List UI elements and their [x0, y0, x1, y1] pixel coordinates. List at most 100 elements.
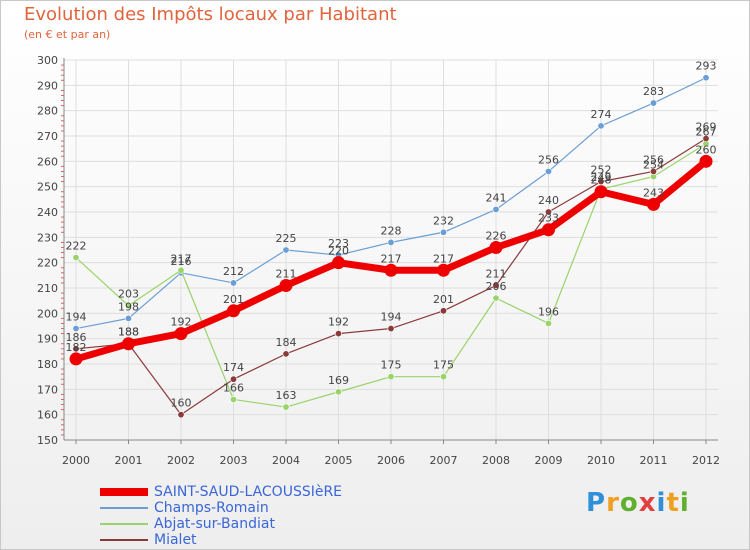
- data-label: 192: [328, 316, 349, 329]
- y-axis-ticks: 150 160 170 180 190 200 210 220 230 240 250 260 270 2…: [37, 54, 58, 447]
- data-label: 225: [276, 232, 297, 245]
- x-axis-ticks: 2000 2001 2002 2003 2004 2005 2006 2007 2008 2009…: [62, 454, 720, 467]
- data-label: 248: [591, 174, 612, 187]
- data-label: 241: [486, 191, 507, 204]
- y-tick-label: 300: [37, 54, 58, 67]
- data-point: [125, 302, 133, 310]
- data-label: 194: [66, 311, 87, 324]
- y-tick-label: 200: [37, 307, 58, 320]
- data-point: [492, 281, 500, 289]
- x-tick-label: 2007: [430, 454, 458, 467]
- data-point: [334, 388, 342, 396]
- data-label: 274: [591, 108, 612, 121]
- data-label: 184: [276, 336, 297, 349]
- data-label: 226: [486, 229, 507, 242]
- data-labels: 194 198 216 212 225 223 228 232 241 256 274 283 293 2…: [66, 60, 717, 410]
- data-label: 211: [486, 267, 507, 280]
- data-label: 249: [591, 171, 612, 184]
- data-label: 211: [276, 267, 297, 280]
- x-tick-label: 2000: [62, 454, 90, 467]
- axes: [61, 58, 718, 444]
- data-label: 194: [381, 311, 402, 324]
- series-lines: [69, 74, 713, 419]
- data-label: 186: [66, 331, 87, 344]
- data-point: [72, 345, 80, 353]
- logo-letter: o: [619, 488, 639, 518]
- data-point: [230, 375, 238, 383]
- data-point: [492, 205, 500, 213]
- y-tick-label: 190: [37, 333, 58, 346]
- data-point: [387, 373, 395, 381]
- data-point: [282, 350, 290, 358]
- logo-letter: x: [638, 488, 657, 518]
- data-point: [384, 263, 398, 277]
- data-label: 212: [223, 265, 244, 278]
- data-point: [439, 228, 447, 236]
- data-point: [230, 279, 238, 287]
- data-label: 188: [118, 326, 139, 339]
- data-point: [597, 178, 605, 186]
- y-tick-label: 210: [37, 282, 58, 295]
- data-label: 233: [538, 212, 559, 225]
- data-label: 232: [433, 214, 454, 227]
- data-label: 267: [696, 126, 717, 139]
- x-tick-label: 2011: [640, 454, 668, 467]
- data-point: [649, 99, 657, 107]
- data-point: [544, 319, 552, 327]
- data-point: [387, 238, 395, 246]
- data-label: 160: [171, 397, 192, 410]
- x-tick-label: 2004: [272, 454, 300, 467]
- data-label: 203: [118, 288, 139, 301]
- data-point: [125, 314, 133, 322]
- x-tick-label: 2008: [482, 454, 510, 467]
- data-point: [279, 278, 293, 292]
- data-point: [489, 240, 503, 254]
- data-point: [699, 154, 713, 168]
- data-label: 217: [381, 252, 402, 265]
- legend-label: Champs-Romain: [154, 500, 269, 516]
- chart-title: Evolution des Impôts locaux par Habitant: [24, 4, 397, 25]
- data-point: [387, 325, 395, 333]
- data-label: 283: [643, 85, 664, 98]
- data-label: 243: [643, 186, 664, 199]
- x-tick-label: 2002: [167, 454, 195, 467]
- data-label: 163: [276, 389, 297, 402]
- data-point: [177, 266, 185, 274]
- data-label: 254: [643, 159, 664, 172]
- data-label: 196: [538, 305, 559, 318]
- data-label: 216: [171, 255, 192, 268]
- legend-swatch: [100, 488, 148, 496]
- y-tick-label: 240: [37, 206, 58, 219]
- proxiti-logo: Proxiti: [586, 488, 690, 518]
- data-label: 269: [696, 121, 717, 134]
- y-tick-label: 290: [37, 79, 58, 92]
- data-point: [332, 256, 345, 270]
- data-label: 201: [223, 293, 244, 306]
- data-point: [72, 254, 80, 262]
- legend-swatch: [100, 539, 148, 541]
- y-tick-label: 220: [37, 257, 58, 270]
- y-tick-label: 230: [37, 231, 58, 244]
- legend-swatch: [100, 507, 148, 509]
- data-point: [649, 167, 657, 175]
- data-label: 169: [328, 374, 349, 387]
- data-label: 222: [66, 240, 87, 253]
- chart-subtitle: (en € et par an): [24, 28, 111, 41]
- data-point: [544, 208, 552, 216]
- data-label: 174: [223, 361, 244, 374]
- logo-letter: r: [606, 488, 620, 518]
- data-point: [227, 304, 240, 318]
- legend-swatch: [100, 523, 148, 525]
- data-point: [492, 294, 500, 302]
- y-tick-label: 160: [37, 409, 58, 422]
- data-label: 175: [433, 359, 454, 372]
- data-label: 206: [486, 280, 507, 293]
- data-point: [544, 167, 552, 175]
- data-point: [334, 330, 342, 338]
- data-point: [702, 135, 710, 143]
- y-tick-label: 170: [37, 383, 58, 396]
- data-point: [174, 327, 188, 341]
- data-label: 175: [381, 359, 402, 372]
